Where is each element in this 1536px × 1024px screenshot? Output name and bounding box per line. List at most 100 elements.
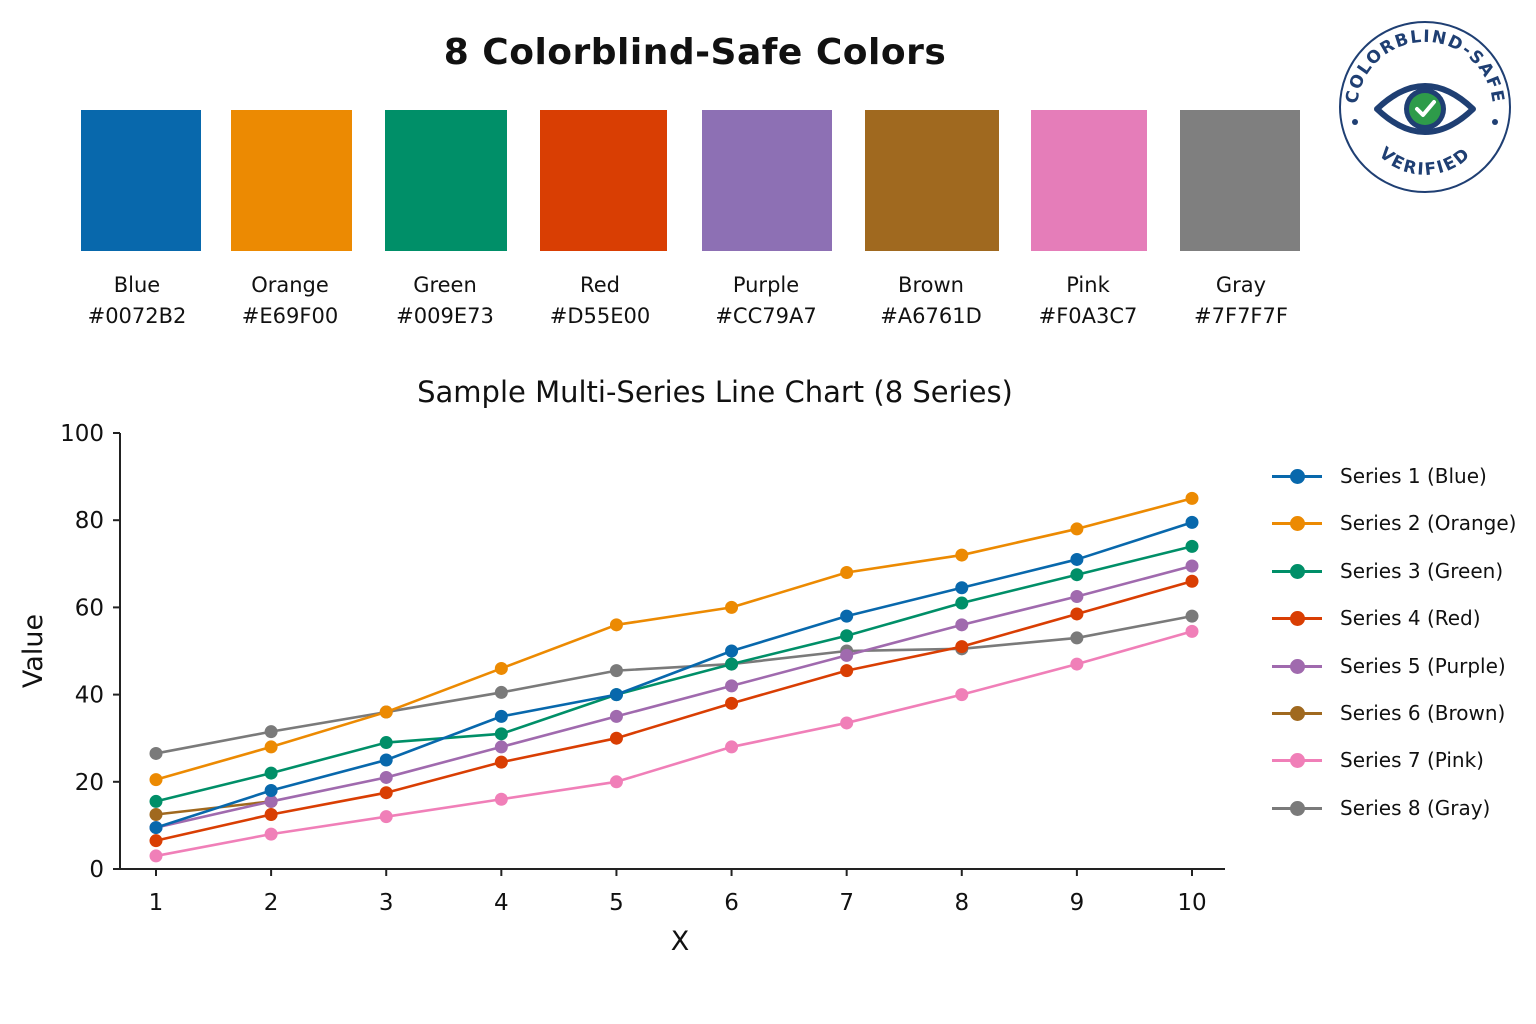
legend-item: Series 8 (Gray) [1270,792,1530,839]
series-7-point [1185,624,1199,638]
series-3-point [1070,568,1084,582]
series-4-point [264,808,278,821]
series-6-point [149,808,163,821]
legend-label: Series 1 (Blue) [1340,464,1487,488]
swatch-label-blue: Blue #0072B2 [52,270,222,332]
swatch-blue [81,110,201,251]
swatch-pink [1031,110,1147,251]
legend-item: Series 2 (Orange) [1270,507,1530,554]
y-tick-label: 100 [60,421,104,447]
series-1-point [264,784,278,798]
swatch-green [385,110,507,251]
series-1-point [149,821,163,835]
legend-label: Series 7 (Pink) [1340,748,1484,773]
series-4-point [1070,607,1084,621]
swatch-hex: #A6761D [880,304,982,328]
series-5-point [955,618,969,632]
swatch-name: Orange [251,273,329,297]
eye-check-icon [1374,83,1476,135]
series-2 [149,491,1199,787]
legend-label: Series 2 (Orange) [1340,511,1517,536]
x-tick-label: 8 [954,890,969,916]
series-5-line [155,564,1193,829]
x-tick-label: 7 [839,890,854,916]
series-5-point [1070,590,1084,603]
legend-item: Series 7 (Pink) [1270,744,1530,791]
legend-marker [1290,800,1305,816]
y-tick-label: 80 [75,508,104,534]
series-4-line [155,579,1193,842]
swatch-hex: #CC79A7 [715,304,817,328]
y-tick-label: 40 [75,683,104,709]
series-2-point [725,600,739,614]
legend-label: Series 5 (Purple) [1340,653,1506,678]
legend-item: Series 6 (Brown) [1270,697,1530,744]
x-tick-label: 5 [609,890,624,916]
swatch-name: Blue [113,273,161,297]
y-tick-label: 0 [89,857,104,883]
seal-dot-left [1352,119,1358,125]
series-5 [149,559,1199,835]
series-8-point [494,685,508,699]
series-7-point [149,849,163,863]
chart-title: Sample Multi-Series Line Chart (8 Series… [417,375,1013,409]
swatch-label-red: Red #D55E00 [515,270,685,332]
series-7-point [955,688,969,702]
series-2-point [379,705,393,719]
legend-marker [1290,658,1305,674]
series-1-point [725,644,739,658]
x-tick-label: 4 [494,890,509,916]
seal-dot-right [1492,119,1498,125]
series-1-point [1070,552,1084,566]
series-2-point [1070,522,1084,536]
y-axis-label: Value [18,614,49,688]
series-2-point [609,618,623,632]
series-4-point [1185,574,1199,588]
x-tick-label: 9 [1070,890,1085,916]
series-1-point [609,688,623,702]
legend-label: Series 4 (Red) [1340,606,1481,631]
series-4-point [494,755,508,769]
series-3-point [725,657,739,671]
series-1-point [379,753,393,767]
line-chart: 0 20 40 60 80 100 1 2 3 4 5 6 7 8 9 10 X Value [18,421,1225,957]
swatch-name: Pink [1066,273,1110,297]
swatch-hex: #0072B2 [87,304,187,328]
series-1 [149,515,1199,835]
legend-item: Series 3 (Green) [1270,555,1530,602]
series-3-point [955,596,969,610]
series-3-point [840,629,854,643]
swatch-name: Red [580,273,620,297]
x-tick-label: 3 [379,890,394,916]
swatch-hex: #7F7F7F [1194,304,1288,328]
swatch-hex: #E69F00 [241,304,339,328]
series-5-point [379,770,393,784]
swatch-row: Blue #0072B2 Orange #E69F00 Green #009E7… [0,0,1536,340]
x-axis-label: X [671,926,690,957]
swatch-label-purple: Purple #CC79A7 [681,270,851,332]
legend-label: Series 3 (Green) [1340,558,1504,583]
series-2-point [494,661,508,675]
series-4-point [149,834,163,848]
series-5-point [609,709,623,723]
series-3-point [379,736,393,750]
series-3-point [494,727,508,741]
series-2-line [155,497,1193,781]
series-5-point [725,679,739,693]
swatch-purple [702,110,832,251]
series-5-point [1185,559,1199,573]
swatch-brown [865,110,999,251]
y-tick-label: 60 [75,595,104,621]
swatch-name: Gray [1215,273,1267,297]
series-5-point [840,648,854,662]
legend-marker [1290,753,1305,769]
series-8-line [155,614,1193,755]
series-3-point [149,794,163,808]
series-2-point [149,773,163,787]
series-1-point [494,709,508,723]
legend-item: Series 1 (Blue) [1270,460,1530,507]
swatch-gray [1180,110,1300,251]
series-7-point [379,810,393,824]
series-2-point [1185,491,1199,505]
series-8-point [149,746,163,760]
